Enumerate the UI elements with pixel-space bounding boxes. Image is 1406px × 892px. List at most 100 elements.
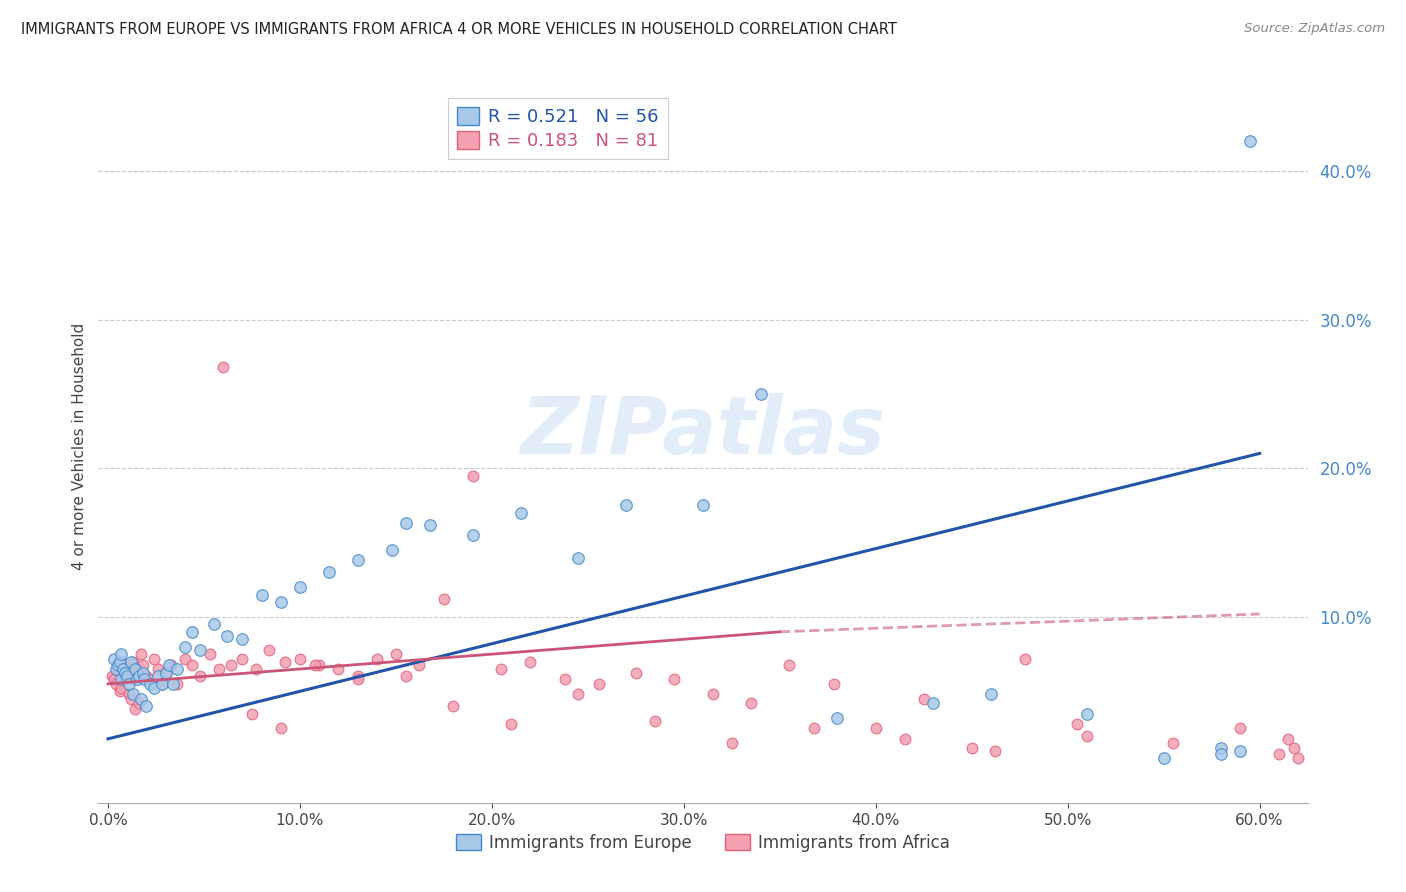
Point (125, 673, 148, 687)
Point (215, 629, 238, 643)
Point (749, 387, 772, 401)
Point (519, 655, 541, 669)
Point (740, 696, 762, 710)
Point (146, 662, 169, 676)
Point (128, 669, 150, 683)
Point (107, 657, 129, 672)
Point (1268, 747, 1291, 761)
Point (1211, 747, 1233, 761)
Point (150, 677, 173, 691)
Point (120, 691, 142, 706)
Point (134, 673, 156, 687)
Point (115, 669, 138, 683)
Point (231, 632, 253, 647)
Point (567, 550, 589, 565)
Point (115, 666, 138, 681)
Point (1229, 744, 1251, 758)
Point (1229, 722, 1251, 736)
Point (328, 662, 350, 676)
Point (499, 717, 522, 731)
Point (114, 666, 136, 681)
Point (173, 640, 195, 654)
Point (270, 595, 292, 609)
Point (103, 651, 125, 665)
Point (1286, 751, 1309, 765)
Point (346, 553, 368, 567)
Point (188, 642, 211, 657)
Point (778, 657, 800, 672)
Point (129, 647, 152, 661)
Point (155, 666, 177, 681)
Point (980, 687, 1002, 701)
Point (491, 662, 513, 676)
Point (129, 691, 152, 706)
Point (181, 624, 204, 639)
Point (160, 657, 183, 672)
Point (112, 673, 135, 687)
Point (1161, 736, 1184, 750)
Point (720, 736, 742, 750)
Point (624, 666, 647, 681)
Point (122, 687, 145, 701)
Point (131, 657, 153, 672)
Point (702, 687, 724, 701)
Point (110, 657, 132, 672)
Point (146, 669, 169, 683)
Point (101, 669, 124, 683)
Point (120, 655, 142, 669)
Point (304, 657, 326, 672)
Point (139, 673, 162, 687)
Point (118, 687, 141, 701)
Point (131, 666, 153, 681)
Point (173, 651, 195, 665)
Point (509, 506, 531, 520)
Point (366, 651, 388, 665)
Point (212, 360, 235, 375)
Point (827, 711, 849, 725)
Point (960, 740, 983, 755)
Point (188, 669, 211, 683)
Point (143, 681, 166, 696)
Point (181, 657, 204, 672)
Point (1066, 717, 1088, 731)
Point (104, 677, 127, 691)
Point (433, 592, 456, 607)
Point (1014, 651, 1036, 665)
Point (257, 642, 280, 657)
Point (166, 677, 188, 691)
Point (150, 677, 173, 691)
Y-axis label: 4 or more Vehicles in Household: 4 or more Vehicles in Household (72, 322, 87, 570)
Point (135, 699, 157, 714)
Point (912, 691, 935, 706)
Point (394, 516, 416, 531)
Point (250, 588, 273, 602)
Point (865, 722, 887, 736)
Point (1076, 706, 1098, 721)
Point (135, 669, 157, 683)
Text: ZIPatlas: ZIPatlas (520, 392, 886, 471)
Point (143, 651, 166, 665)
Text: Source: ZipAtlas.com: Source: ZipAtlas.com (1244, 22, 1385, 36)
Point (270, 722, 292, 736)
Point (803, 722, 825, 736)
Point (1076, 729, 1098, 743)
Point (245, 662, 267, 676)
Point (893, 731, 915, 746)
Point (664, 673, 686, 687)
Point (381, 543, 404, 558)
Point (288, 651, 311, 665)
Point (567, 687, 589, 701)
Point (122, 655, 145, 669)
Point (128, 696, 150, 710)
Point (159, 657, 181, 672)
Point (114, 669, 136, 683)
Point (108, 684, 131, 698)
Point (644, 714, 666, 728)
Point (231, 651, 253, 665)
Point (288, 580, 311, 594)
Point (614, 499, 637, 513)
Point (461, 528, 484, 542)
Point (110, 647, 132, 661)
Point (983, 744, 1005, 758)
Point (1277, 731, 1299, 746)
